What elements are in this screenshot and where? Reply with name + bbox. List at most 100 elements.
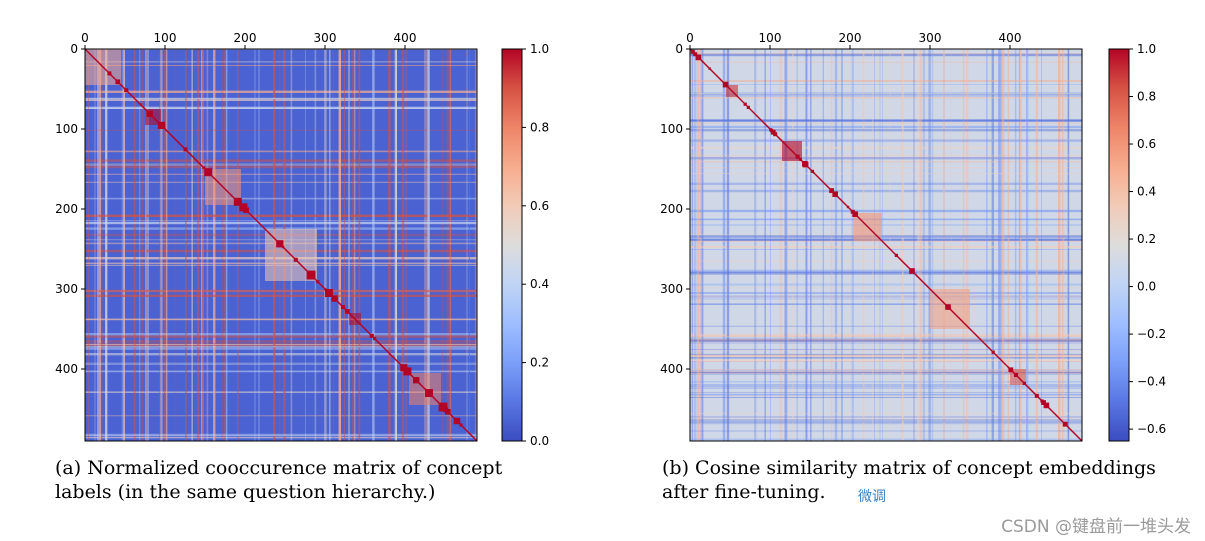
x-tick: 400 [394,31,416,49]
texture-stripe [690,80,1082,82]
texture-stripe [329,49,331,441]
texture-stripe [962,49,965,441]
heatmap-b-figure: 0 100 200 300 400 0 100 200 300 400 −0.6 −0.4 −0.2 0.… [660,31,1166,442]
y-tick: 100 [660,122,690,136]
texture-stripe [847,49,849,441]
colorbar-tick: −0.4 [1129,375,1166,389]
texture-stripe [690,260,1082,262]
colorbar-tick-label: 0.8 [530,120,549,134]
colorbar [501,48,523,442]
texture-stripe [85,150,477,153]
texture-stripe [1018,49,1021,441]
texture-stripe [950,49,952,441]
texture-stripe [690,209,1082,213]
colorbar-tick-label: 0.0 [530,434,549,448]
texture-stripe [1019,49,1022,441]
x-tick: 100 [759,31,782,49]
texture-stripe [449,49,451,441]
texture-stripe [691,49,694,441]
texture-stripe [690,393,1082,396]
texture-stripe [202,49,204,441]
texture-stripe [779,49,782,441]
diagonal-line [84,48,478,442]
y-tick-label: 300 [55,282,78,296]
texture-stripe [1026,49,1027,441]
texture-stripe [85,165,477,169]
texture-stripe [1002,49,1005,441]
texture-stripe [690,384,1082,385]
texture-stripe [754,49,757,441]
texture-stripe [810,49,812,441]
colorbar-tick: 0.8 [1129,90,1156,104]
colorbar-tick: 0.6 [1129,137,1156,151]
texture-stripe [401,49,405,441]
texture-stripe [85,221,477,225]
matrix-frame [689,48,1083,442]
texture-stripe [690,238,1082,241]
texture-stripe [690,430,1082,432]
texture-stripe [424,49,426,441]
texture-stripe [405,49,408,441]
y-tick-label: 400 [660,362,683,376]
y-tick: 0 [70,42,85,56]
texture-stripe [221,49,223,441]
texture-stripe [690,233,1082,237]
texture-stripe [701,49,704,441]
texture-stripe [699,49,702,441]
x-tick-label: 200 [839,31,862,45]
colorbar-tick-label: 0.2 [530,356,549,370]
x-tick: 400 [999,31,1021,49]
texture-stripe [449,49,452,441]
texture-stripe [690,139,1082,142]
texture-stripe [690,173,1082,174]
colorbar-tick: 0.4 [1129,185,1156,199]
texture-stripe [690,122,1082,124]
colorbar-tick-label: 0.0 [1137,280,1156,294]
texture-stripe [85,335,477,338]
texture-stripe [237,49,239,441]
texture-stripe [85,347,477,350]
x-tick-label: 200 [234,31,257,45]
texture-stripe [879,49,881,441]
x-tick-label: 100 [759,31,782,45]
texture-stripe [97,49,98,441]
heatmap-b-matrix [689,48,1083,442]
texture-stripe [690,325,1082,327]
texture-stripe [352,49,353,441]
texture-stripe [160,49,163,441]
texture-stripe [841,49,843,441]
texture-stripe [690,336,1082,337]
texture-stripe [924,49,926,441]
colorbar-tick: 1.0 [1129,42,1156,56]
texture-stripe [966,49,969,441]
texture-stripe [1014,49,1017,441]
texture-stripe [690,146,1082,149]
x-tick-label: 0 [686,31,694,45]
texture-stripe [475,49,477,441]
colorbar-tick-label: −0.4 [1137,375,1166,389]
y-tick-label: 0 [70,42,78,56]
colorbar-tick-label: 0.4 [1137,185,1156,199]
texture-stripe [690,337,1082,339]
colorbar-tick: 0.0 [1129,280,1156,294]
texture-stripe [942,49,946,441]
texture-stripe [862,49,865,441]
texture-stripe [690,120,1082,122]
x-tick: 300 [314,31,336,49]
caption-a: (a) Normalized cooccurence matrix of con… [55,457,503,503]
y-tick: 400 [660,362,690,376]
texture-stripe [690,218,1082,221]
texture-stripe [690,359,1082,361]
texture-stripe [1035,49,1038,441]
texture-stripe [690,157,1082,159]
texture-stripe [85,197,477,200]
texture-stripe [690,245,1082,249]
texture-stripe [388,49,391,441]
texture-stripe [690,249,1082,250]
y-tick: 300 [55,282,85,296]
texture-stripe [1019,49,1022,441]
texture-stripe [999,49,1002,441]
y-tick: 400 [55,362,85,376]
texture-stripe [690,370,1082,372]
texture-stripe [690,388,1082,389]
